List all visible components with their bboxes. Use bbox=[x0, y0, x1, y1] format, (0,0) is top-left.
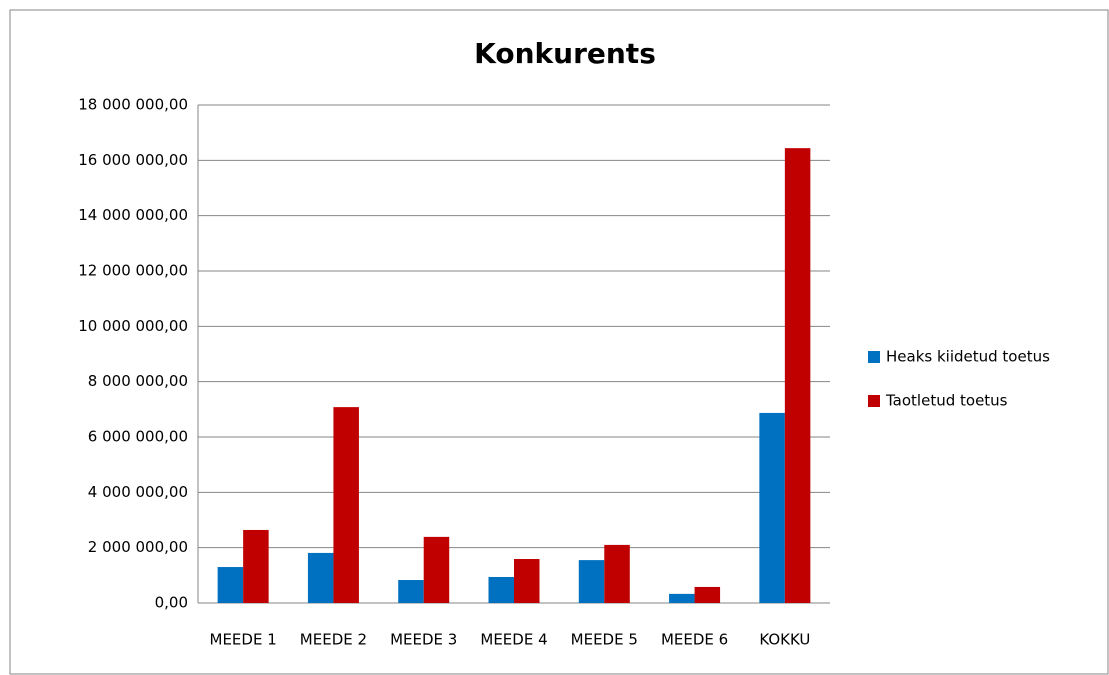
bar bbox=[488, 576, 514, 603]
y-tick-label: 12 000 000,00 bbox=[78, 262, 188, 280]
legend-label: Taotletud toetus bbox=[885, 392, 1008, 410]
y-tick-label: 8 000 000,00 bbox=[88, 372, 188, 390]
bar bbox=[333, 407, 359, 603]
y-tick-label: 10 000 000,00 bbox=[78, 317, 188, 335]
x-tick-label: MEEDE 5 bbox=[571, 631, 638, 649]
x-tick-label: MEEDE 3 bbox=[390, 631, 457, 649]
bar bbox=[243, 529, 269, 603]
bar bbox=[398, 580, 424, 603]
bar bbox=[514, 559, 540, 603]
y-tick-label: 4 000 000,00 bbox=[88, 483, 188, 501]
bar bbox=[694, 586, 721, 603]
legend-swatch bbox=[868, 395, 880, 407]
bar bbox=[423, 536, 450, 603]
bar bbox=[217, 567, 244, 603]
bar bbox=[307, 552, 334, 603]
y-tick-label: 6 000 000,00 bbox=[88, 428, 188, 446]
bar bbox=[784, 148, 811, 603]
bar bbox=[604, 544, 630, 603]
chart-frame bbox=[9, 9, 1109, 675]
y-tick-label: 16 000 000,00 bbox=[78, 151, 188, 169]
bar bbox=[759, 412, 785, 603]
bar bbox=[669, 593, 695, 603]
x-tick-label: KOKKU bbox=[759, 631, 810, 649]
y-tick-label: 0,00 bbox=[155, 594, 188, 612]
legend-label: Heaks kiidetud toetus bbox=[886, 348, 1050, 366]
y-tick-label: 18 000 000,00 bbox=[78, 96, 188, 114]
x-tick-label: MEEDE 2 bbox=[300, 631, 367, 649]
x-tick-label: MEEDE 6 bbox=[661, 631, 728, 649]
bar bbox=[578, 560, 605, 603]
y-tick-label: 14 000 000,00 bbox=[78, 206, 188, 224]
x-tick-label: MEEDE 4 bbox=[480, 631, 547, 649]
legend-swatch bbox=[868, 351, 880, 363]
x-tick-label: MEEDE 1 bbox=[210, 631, 277, 649]
chart-title: Konkurents bbox=[474, 37, 656, 70]
y-tick-label: 2 000 000,00 bbox=[88, 538, 188, 556]
